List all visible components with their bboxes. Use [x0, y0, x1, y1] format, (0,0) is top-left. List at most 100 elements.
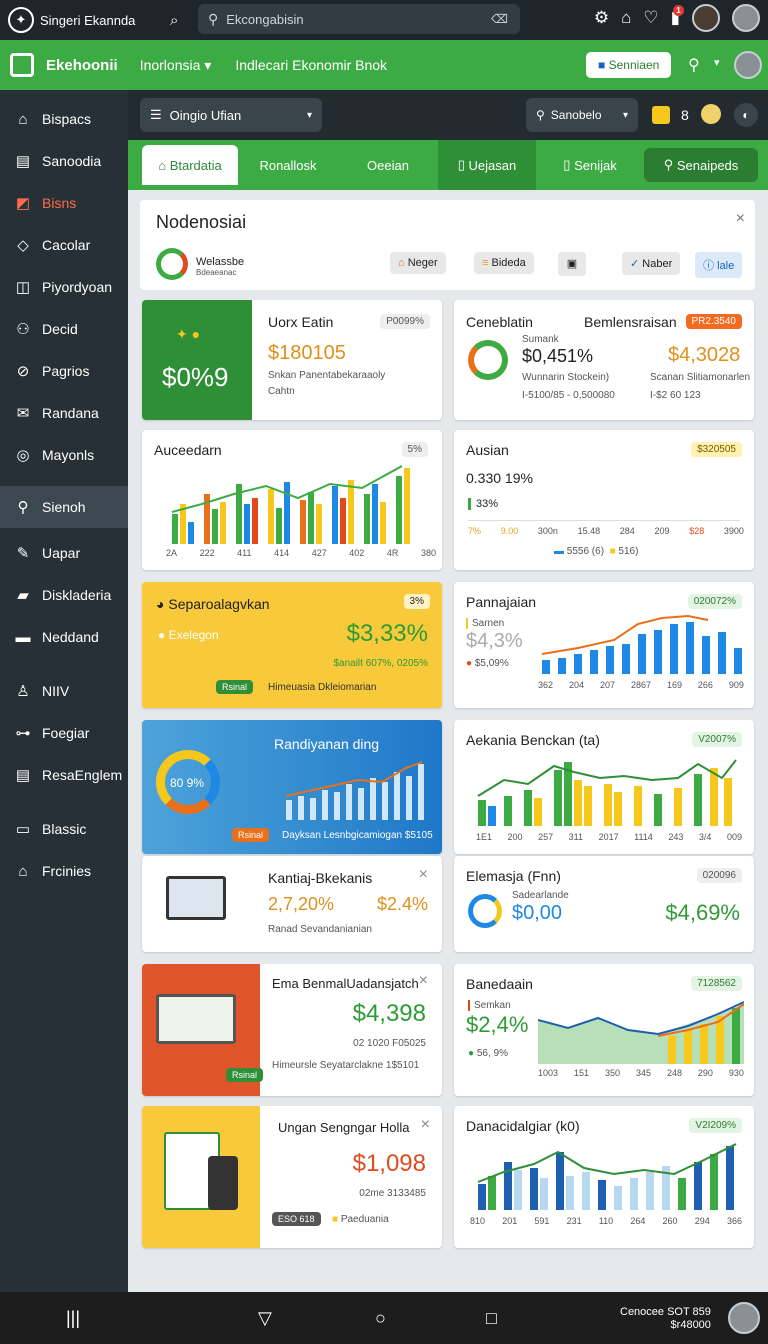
card-pannajaian[interactable]: Pannajaian 020072% Sarnen $4,3% ● $5,09%…: [454, 582, 754, 708]
card-title: Ceneblatin: [466, 314, 533, 330]
tab-btardatia[interactable]: ⌂ Btardatia: [142, 145, 238, 185]
x-tick: 284: [619, 526, 635, 536]
sidebar-item-neddand[interactable]: ▬ Neddand: [0, 616, 128, 658]
sidebar-item-mayonls[interactable]: ◎ Mayonls: [0, 434, 128, 476]
card-ceneblatin[interactable]: Ceneblatin Bemlensraisan PR2.3540 Sumank…: [454, 300, 754, 420]
menu-inorlonsia[interactable]: Inorlonsia ▾: [139, 56, 212, 73]
sidebar-item-pagrios[interactable]: ⊘ Pagrios: [0, 350, 128, 392]
sidebar-item-diskladeria[interactable]: ▰ Diskladeria: [0, 574, 128, 616]
card-desc2: Cahtn: [268, 386, 295, 397]
card-kantiaj[interactable]: Kantiaj-Bkekanis × 2,7,20% $2.4% Ranad S…: [142, 856, 442, 952]
back-icon[interactable]: ▽: [258, 1308, 272, 1328]
sidebar-item-uapar[interactable]: ✎ Uapar: [0, 532, 128, 574]
sidebar-item-label: Cacolar: [42, 237, 91, 253]
card-ema[interactable]: Rsinal Ema BenmalUadansjatch × $4,398 02…: [142, 964, 442, 1096]
card-ausian[interactable]: Ausian $320505 0.330 19% 33% 7% 9.00 300n 1…: [454, 430, 754, 570]
dot-icon: ●: [468, 1048, 477, 1059]
search-icon[interactable]: ⚲: [688, 57, 700, 74]
card-separoalagvkan[interactable]: ◕ Separoalagvkan 3% ● Exelegon $3,33% $a…: [142, 582, 442, 708]
heart-icon[interactable]: ♡: [643, 8, 659, 27]
close-icon[interactable]: ×: [735, 210, 745, 227]
card-banedaain[interactable]: Banedaain 7128562 Semkan $2,4% ● 56, 9% …: [454, 964, 754, 1096]
grid-icon[interactable]: ▣: [558, 252, 586, 276]
tab-label: Senaipeds: [676, 157, 739, 173]
tab-label: Btardatia: [169, 157, 222, 173]
tab-ronallosk[interactable]: Ronallosk: [259, 157, 317, 173]
card-badge: 5%: [401, 442, 428, 457]
clear-icon[interactable]: ⌫: [491, 12, 508, 26]
x-tick: 810: [470, 1216, 486, 1226]
card-ungan[interactable]: Ungan Sengngar Holla × $1,098 02me 31334…: [142, 1106, 442, 1248]
sidebar-item-frcinies[interactable]: ⌂ Frcinies: [0, 850, 128, 892]
card-randiyanan[interactable]: 80 9% Randiyanan ding Rsinal Dayksan Les…: [142, 720, 442, 854]
chip-lale[interactable]: ⓘ lale: [695, 252, 743, 278]
gear-icon[interactable]: ⚙: [593, 8, 610, 27]
card-label: Sadearlande: [512, 890, 569, 901]
x-tick: 2017: [598, 832, 619, 842]
card-foot: I-5100/85 - 0,500080: [522, 390, 615, 401]
overview-icon[interactable]: □: [486, 1308, 497, 1328]
sidebar-item-bispacs[interactable]: ⌂ Bispacs: [0, 98, 128, 140]
sidebar-item-niiv[interactable]: ♙ NIIV: [0, 670, 128, 712]
sidebar-item-decid[interactable]: ⚇ Decid: [0, 308, 128, 350]
close-icon[interactable]: ×: [418, 972, 428, 989]
x-tick: 3900: [723, 526, 744, 536]
sidebar-item-cacolar[interactable]: ◇ Cacolar: [0, 224, 128, 266]
card-uorx-eatin[interactable]: $0%9 ✦ ● Uorx Eatin P0099% $180105 Snkan…: [142, 300, 442, 420]
card-sub: 02 1020 F05025: [353, 1038, 426, 1049]
avatar-secondary[interactable]: [732, 4, 760, 32]
card-sub: Wunnarin Stockein): [522, 372, 610, 383]
home-icon[interactable]: ⌂: [621, 8, 632, 27]
avatar[interactable]: [692, 4, 720, 32]
card-elemasja[interactable]: Elemasja (Fnn) 020096 Sadearlande $0,00 …: [454, 856, 754, 952]
note-icon[interactable]: [652, 106, 670, 124]
sidebar-item-blassic[interactable]: ▭ Blassic: [0, 808, 128, 850]
sidebar-item-sanoodia[interactable]: ▤ Sanoodia: [0, 140, 128, 182]
tab-oeeian[interactable]: Oeeian: [367, 157, 409, 173]
tab-senijak[interactable]: ▯ Senijak: [536, 145, 644, 185]
sidebar-item-foegiar[interactable]: ⊶ Foegiar: [0, 712, 128, 754]
app-logo-icon: ✦: [8, 7, 34, 33]
notification-icon[interactable]: ▮ 1: [671, 5, 684, 28]
menu-indlecari[interactable]: Indlecari Ekonomir Bnok: [235, 57, 388, 73]
senniaen-button[interactable]: ■ Senniaen: [586, 52, 672, 78]
recent-apps-icon[interactable]: |||: [66, 1308, 81, 1328]
sidebar-item-randana[interactable]: ✉ Randana: [0, 392, 128, 434]
search-input[interactable]: ⚲ Ekcongabisin ⌫: [198, 4, 520, 34]
tab-senaipeds[interactable]: ⚲ Senaipeds: [644, 148, 758, 182]
chip-bideda[interactable]: ≡ Bideda: [474, 252, 534, 274]
sidebar-item-bisns[interactable]: ◩ Bisns: [0, 182, 128, 224]
sidebar-item-sienoh[interactable]: ⚲ Sienoh: [0, 486, 128, 528]
avatar[interactable]: [728, 1302, 760, 1334]
settings-icon[interactable]: ◐: [734, 103, 758, 127]
chip-neger[interactable]: ⌂ Neger: [390, 252, 446, 274]
close-icon[interactable]: ×: [420, 1116, 430, 1133]
chevron-down-icon[interactable]: ▾: [714, 57, 720, 69]
user-icon[interactable]: ⌕: [170, 11, 179, 29]
tab-label: Senijak: [574, 157, 617, 173]
sidebar-item-resaenglem[interactable]: ▤ ResaEnglem: [0, 754, 128, 796]
sidebar-item-piyordyoan[interactable]: ◫ Piyordyoan: [0, 266, 128, 308]
sidebar-item-label: Sanoodia: [42, 153, 102, 169]
x-axis: 1E1 200 257 311 2017 1114 243 3/4 009: [476, 832, 742, 842]
card-auceedarn[interactable]: Auceedarn 5% 2A 222 411 414 427 402 4R 380: [142, 430, 442, 570]
sidebar: ⌂ Bispacs ▤ Sanoodia ◩ Bisns ◇ Cacolar ◫ Piyo…: [0, 90, 128, 1292]
close-icon[interactable]: ×: [418, 866, 428, 883]
card-hero: $0%9 ✦ ●: [142, 300, 252, 420]
search-select[interactable]: ⚲ Sanobelo ▾: [526, 98, 638, 132]
card-value: $4,398: [352, 1000, 426, 1027]
card-sub: ● 56, 9%: [468, 1048, 508, 1059]
card-danacidalgiar[interactable]: Danacidalgiar (k0) V2I209% 810 201 591 231 1…: [454, 1106, 754, 1248]
home-circle-icon[interactable]: ○: [375, 1308, 386, 1328]
avatar[interactable]: [734, 51, 762, 79]
folder-icon: ▭: [15, 821, 31, 838]
count-label: 8: [681, 107, 689, 123]
card-aekania[interactable]: Aekania Benckan (ta) V2007% 1E1 200 257 311…: [454, 720, 754, 854]
x-tick: 222: [199, 548, 215, 558]
chip-naber[interactable]: ✓ Naber: [622, 252, 681, 275]
tab-uejasan[interactable]: ▯ Uejasan: [438, 140, 536, 190]
view-select[interactable]: ☰ Oingio Ufian ▾: [140, 98, 322, 132]
card-tag: Rsinal: [216, 680, 254, 694]
card-value: 2,7,20%: [268, 894, 335, 914]
emoji-icon[interactable]: [701, 104, 721, 124]
